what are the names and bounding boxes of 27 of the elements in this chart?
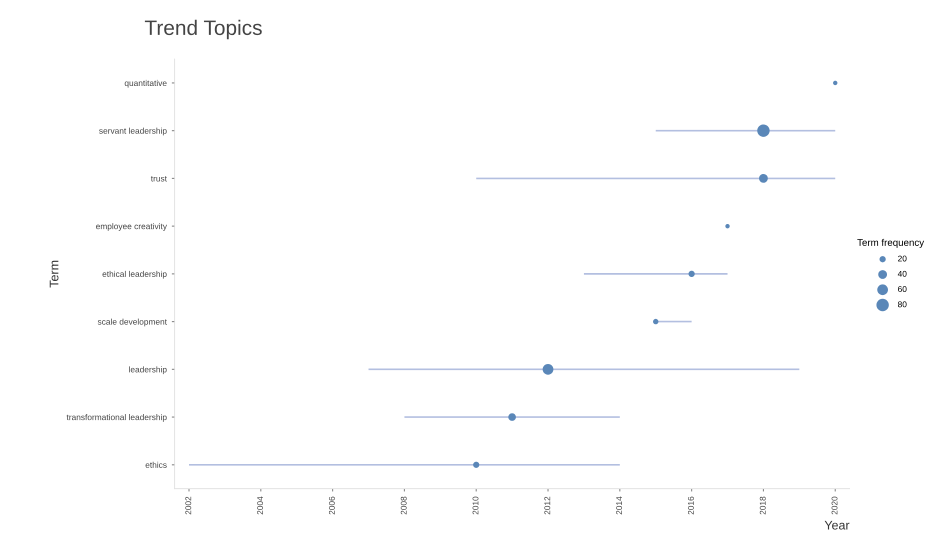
x-tick-label: 2008 xyxy=(400,496,407,514)
y-tick-label: trust xyxy=(150,176,167,182)
y-axis-title: Term xyxy=(50,260,58,288)
x-tick-label: 2012 xyxy=(544,496,550,514)
y-tick-label: quantitative xyxy=(124,80,167,88)
y-tick-label: ethics xyxy=(146,462,167,468)
legend-label: 60 xyxy=(898,286,907,292)
y-tick-label: employee creativity xyxy=(96,223,167,231)
legend-title: Term frequency xyxy=(857,238,924,248)
x-tick-label: 2010 xyxy=(472,496,478,514)
x-tick-label: 2018 xyxy=(760,496,766,514)
x-tick-label: 2016 xyxy=(688,496,694,514)
chart-title: Trend Topics xyxy=(144,20,262,40)
x-tick-label: 2014 xyxy=(616,496,622,514)
legend-label: 20 xyxy=(898,256,907,262)
x-tick-label: 2002 xyxy=(185,496,192,514)
y-tick-label: transformational leadership xyxy=(66,414,167,422)
y-tick-label: leadership xyxy=(129,366,167,374)
x-axis-title: Year xyxy=(824,520,850,530)
y-tick-label: servant leadership xyxy=(99,128,167,136)
x-tick-label: 2004 xyxy=(257,496,264,514)
x-tick-label: 2020 xyxy=(832,496,838,514)
x-tick-label: 2006 xyxy=(328,496,335,514)
y-tick-label: scale development xyxy=(98,318,167,326)
legend-label: 40 xyxy=(898,270,907,277)
legend-label: 80 xyxy=(898,301,907,308)
y-tick-label: ethical leadership xyxy=(102,270,167,279)
